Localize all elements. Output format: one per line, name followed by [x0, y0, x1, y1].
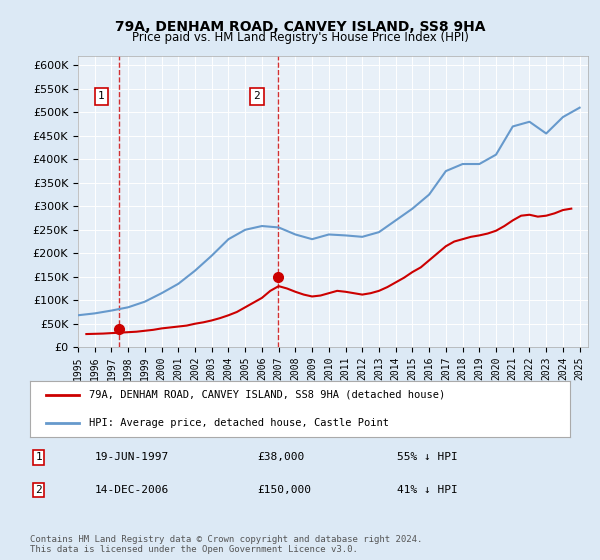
Text: HPI: Average price, detached house, Castle Point: HPI: Average price, detached house, Cast…: [89, 418, 389, 428]
Text: Contains HM Land Registry data © Crown copyright and database right 2024.
This d: Contains HM Land Registry data © Crown c…: [30, 535, 422, 554]
Text: 19-JUN-1997: 19-JUN-1997: [95, 452, 169, 463]
Text: 14-DEC-2006: 14-DEC-2006: [95, 485, 169, 495]
Text: 2: 2: [254, 91, 260, 101]
Text: £38,000: £38,000: [257, 452, 304, 463]
Text: 2: 2: [35, 485, 42, 495]
Text: 55% ↓ HPI: 55% ↓ HPI: [397, 452, 458, 463]
Text: Price paid vs. HM Land Registry's House Price Index (HPI): Price paid vs. HM Land Registry's House …: [131, 31, 469, 44]
Text: 1: 1: [98, 91, 105, 101]
Text: £150,000: £150,000: [257, 485, 311, 495]
Text: 41% ↓ HPI: 41% ↓ HPI: [397, 485, 458, 495]
Text: 79A, DENHAM ROAD, CANVEY ISLAND, SS8 9HA (detached house): 79A, DENHAM ROAD, CANVEY ISLAND, SS8 9HA…: [89, 390, 446, 400]
Text: 79A, DENHAM ROAD, CANVEY ISLAND, SS8 9HA: 79A, DENHAM ROAD, CANVEY ISLAND, SS8 9HA: [115, 20, 485, 34]
Text: 1: 1: [35, 452, 42, 463]
